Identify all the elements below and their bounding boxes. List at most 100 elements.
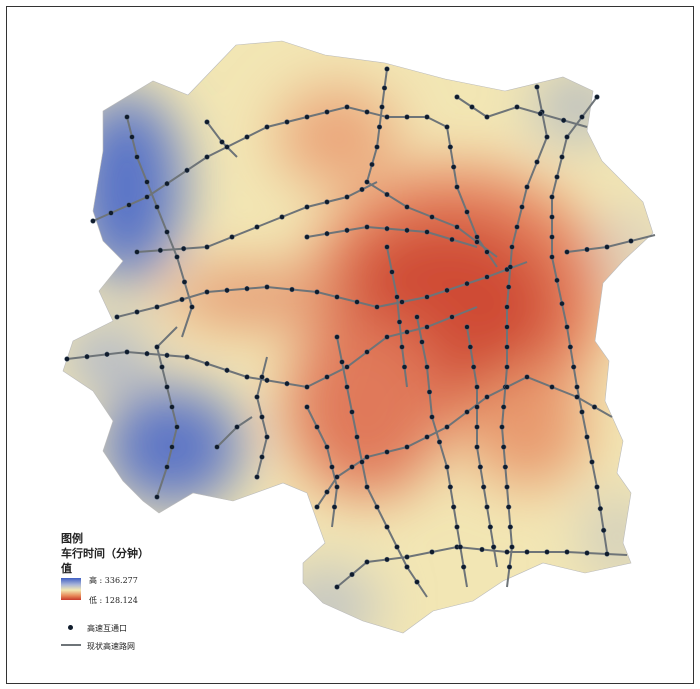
interchange-point [464, 209, 470, 215]
interchange-point [534, 159, 540, 165]
interchange-point [524, 184, 530, 190]
interchange-point [461, 564, 467, 570]
interchange-point [537, 111, 543, 117]
interchange-point [554, 277, 560, 283]
interchange-point [534, 84, 540, 90]
interchange-point [364, 559, 370, 565]
interchange-point [314, 504, 320, 510]
interchange-point [254, 394, 260, 400]
interchange-point [481, 484, 487, 490]
interchange-point [314, 424, 320, 430]
interchange-point [384, 524, 390, 530]
interchange-point [584, 550, 590, 556]
interchange-point [559, 154, 565, 160]
interchange-point [384, 334, 390, 340]
legend: 图例 车行时间（分钟） 值 高 : 336.277 低 : 128.124 高速… [61, 531, 149, 651]
interchange-point [444, 124, 450, 130]
interchange-point [454, 184, 460, 190]
interchange-point [344, 364, 350, 370]
interchanges [64, 66, 634, 590]
interchange-point [579, 409, 585, 415]
interchange-point [519, 204, 525, 210]
interchange-point [324, 199, 330, 205]
interchange-point [154, 204, 160, 210]
interchange-point [549, 214, 555, 220]
interchange-point [354, 434, 360, 440]
interchange-point [289, 286, 295, 293]
interchange-point [376, 124, 383, 130]
interchange-point [514, 104, 520, 110]
interchange-point [204, 289, 210, 295]
interchange-point [64, 356, 70, 362]
interchange-point [564, 324, 570, 330]
interchange-point [404, 204, 410, 210]
interchange-point [154, 344, 160, 350]
interchange-point [579, 114, 585, 120]
interchange-point [451, 164, 457, 170]
interchange-point [144, 351, 150, 357]
interchange-point [184, 354, 190, 360]
interchange-point [204, 244, 210, 250]
interchange-point [504, 364, 510, 370]
interchange-point [384, 191, 390, 198]
interchange-point [414, 314, 420, 320]
interchange-point [429, 214, 435, 220]
interchange-point [444, 287, 450, 293]
interchange-point [244, 286, 250, 292]
interchange-point [108, 210, 114, 216]
interchange-point [364, 179, 370, 185]
interchange-point [344, 104, 350, 110]
interchange-point [429, 549, 435, 555]
interchange-point [436, 439, 443, 445]
interchange-point [499, 424, 505, 430]
interchange-point [384, 226, 390, 232]
interchange-point [591, 404, 598, 410]
interchange-point [419, 339, 425, 345]
interchange-point [444, 464, 450, 470]
interchange-point [504, 324, 510, 330]
interchange-point [549, 384, 555, 390]
interchange-point [414, 579, 420, 585]
interchange-point [447, 144, 453, 150]
interchange-point [584, 246, 590, 253]
interchange-point [484, 114, 490, 120]
interchange-point [506, 284, 512, 290]
interchange-point [571, 364, 577, 370]
interchange-point [229, 234, 235, 240]
interchange-point [429, 414, 435, 420]
interchange-point [114, 314, 120, 320]
interchange-point [384, 556, 390, 563]
interchange-point [204, 361, 210, 367]
interchange-point [502, 464, 508, 470]
interchange-point [264, 284, 270, 290]
interchange-point [524, 374, 530, 380]
interchange-point [507, 264, 513, 270]
interchange-point [189, 304, 195, 310]
interchange-point [129, 134, 135, 140]
interchange-point [134, 249, 140, 255]
interchange-point [491, 544, 497, 550]
interchange-point [181, 279, 188, 285]
interchange-point [394, 544, 400, 550]
interchange-point [584, 434, 590, 440]
interchange-point [354, 299, 360, 305]
interchange-point [604, 244, 610, 250]
interchange-point [349, 409, 355, 415]
interchange-point [396, 319, 403, 325]
interchange-point [504, 344, 510, 350]
interchange-point [279, 214, 285, 220]
interchange-point [254, 474, 260, 480]
interchange-point [384, 114, 390, 120]
interchange-point [344, 194, 350, 200]
interchange-point [574, 394, 580, 400]
interchange-point [399, 299, 405, 305]
interchange-point [474, 424, 480, 430]
interchange-point [504, 484, 510, 490]
interchange-point [164, 352, 170, 358]
interchange-point [567, 344, 573, 350]
interchange-point [164, 229, 170, 235]
interchange-point [454, 94, 460, 100]
interchange-point [234, 424, 240, 430]
interchange-point [574, 384, 580, 390]
interchange-dot-icon [68, 625, 73, 630]
